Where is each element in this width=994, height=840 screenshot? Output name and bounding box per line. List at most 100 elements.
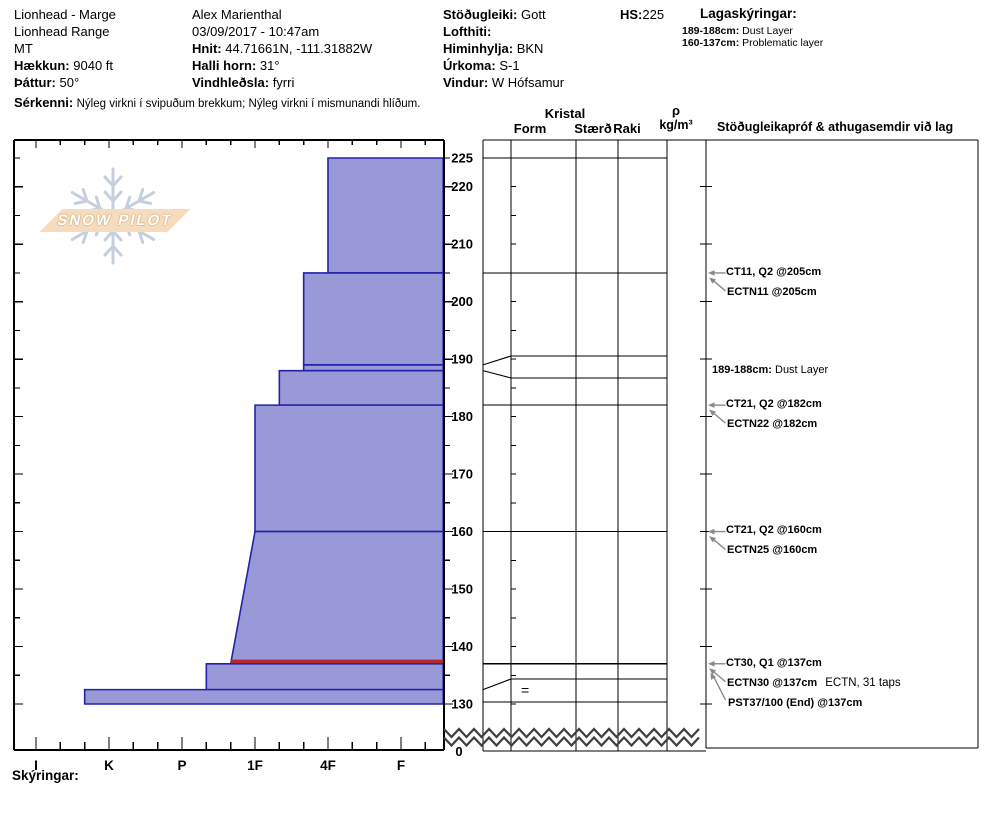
test-result-text: CT30, Q1 @137cm bbox=[726, 657, 822, 669]
wind-loading: Vindhleðsla: fyrri bbox=[192, 74, 294, 91]
crystal-header: Kristal bbox=[544, 106, 586, 121]
test-result: CT30, Q1 @137cm bbox=[726, 657, 822, 670]
test-result-text: CT21, Q2 @182cm bbox=[726, 398, 822, 410]
legend-label: Skýringar: bbox=[12, 768, 79, 783]
density-symbol-header: ρ bbox=[671, 103, 681, 118]
slope-angle-value: 31° bbox=[259, 58, 280, 73]
test-result: CT21, Q2 @160cm bbox=[726, 524, 822, 537]
snow-height: HS:225 bbox=[620, 6, 664, 23]
sky-cover: Himinhylja: BKN bbox=[443, 40, 543, 57]
site-range: Lionhead Range bbox=[14, 24, 110, 39]
layer-note-1-text: Dust Layer bbox=[742, 25, 793, 37]
stability-tests-header: Stöðugleikapróf & athugasemdir við lag bbox=[717, 120, 954, 134]
aspect-label: Þáttur: bbox=[14, 75, 56, 90]
aspect-value: 50° bbox=[59, 75, 80, 90]
svg-text:140: 140 bbox=[451, 639, 473, 654]
precipitation-value: S-1 bbox=[499, 58, 520, 73]
dust-layer-note-range: 189-188cm: bbox=[712, 364, 772, 376]
test-result-text: PST37/100 (End) @137cm bbox=[728, 697, 863, 709]
svg-text:220: 220 bbox=[451, 179, 473, 194]
svg-text:200: 200 bbox=[451, 294, 473, 309]
layer-notes-title: Lagaskýringar: bbox=[700, 6, 797, 21]
sky-cover-value: BKN bbox=[516, 41, 544, 56]
test-result-text: CT11, Q2 @205cm bbox=[726, 266, 822, 278]
wind-loading-value: fyrri bbox=[272, 75, 295, 90]
stability-label: Stöðugleiki: bbox=[443, 7, 518, 22]
wind: Vindur: W Hófsamur bbox=[443, 74, 564, 91]
dust-layer-note: 189-188cm: Dust Layer bbox=[712, 364, 828, 377]
svg-text:4F: 4F bbox=[320, 758, 336, 773]
svg-text:190: 190 bbox=[451, 352, 473, 367]
layer-note-2-range: 160-137cm: bbox=[682, 37, 740, 49]
special-characteristics-label: Sérkenni: bbox=[14, 95, 74, 110]
snow-height-label: HS: bbox=[620, 7, 643, 22]
layer-note-1-range: 189-188cm: bbox=[682, 25, 740, 37]
test-result-text: ECTN30 @137cm bbox=[727, 677, 818, 689]
air-temp: Lofthiti: bbox=[443, 23, 491, 40]
fan-lines-zigzag-arrows bbox=[230, 270, 727, 748]
precipitation-label: Úrkoma: bbox=[443, 58, 496, 73]
stability-rating: Stöðugleiki: Gott bbox=[443, 6, 546, 23]
special-characteristics: Sérkenni: Nýleg virkni í svipuðum brekku… bbox=[14, 95, 420, 110]
size-column-header: Stærð bbox=[574, 121, 612, 136]
precipitation: Úrkoma: S-1 bbox=[443, 57, 520, 74]
wind-value: W Hófsamur bbox=[491, 75, 565, 90]
test-result: ECTN30 @137cm ECTN, 31 taps bbox=[727, 677, 901, 690]
test-result-text: CT21, Q2 @160cm bbox=[726, 524, 822, 536]
svg-text:160: 160 bbox=[451, 524, 473, 539]
layer-note-1: 189-188cm: Dust Layer bbox=[682, 25, 793, 37]
elevation-label: Hækkun: bbox=[14, 58, 70, 73]
layer-note-2-text: Problematic layer bbox=[742, 37, 824, 49]
layer-note-2: 160-137cm: Problematic layer bbox=[682, 37, 823, 49]
sky-cover-label: Himinhylja: bbox=[443, 41, 514, 56]
svg-text:P: P bbox=[177, 758, 186, 773]
dust-layer-note-text: Dust Layer bbox=[775, 364, 829, 376]
svg-text:=: = bbox=[521, 682, 529, 698]
coordinates: Hnit: 44.71661N, -111.31882W bbox=[192, 40, 372, 57]
svg-text:150: 150 bbox=[451, 582, 473, 597]
coordinates-value: 44.71661N, -111.31882W bbox=[225, 41, 373, 56]
test-result-extra: ECTN, 31 taps bbox=[825, 677, 901, 689]
svg-text:225: 225 bbox=[451, 151, 473, 166]
air-temp-label: Lofthiti: bbox=[443, 24, 492, 39]
test-result-text: ECTN22 @182cm bbox=[727, 418, 818, 430]
test-result-text: ECTN11 @205cm bbox=[727, 286, 817, 298]
stability-value: Gott bbox=[521, 7, 546, 22]
test-result: PST37/100 (End) @137cm bbox=[728, 697, 862, 710]
test-result: ECTN22 @182cm bbox=[727, 418, 817, 431]
observation-datetime: 03/09/2017 - 10:47am bbox=[192, 24, 320, 39]
slope-angle-label: Halli horn: bbox=[192, 58, 257, 73]
snow-height-value: 225 bbox=[642, 7, 665, 22]
snow-layer-bars bbox=[83, 157, 445, 705]
svg-text:130: 130 bbox=[451, 697, 473, 712]
svg-text:170: 170 bbox=[451, 467, 473, 482]
svg-text:0: 0 bbox=[455, 744, 462, 759]
axis-labels: = 225 220 210 200 190 180 170 160 150 140 130 0 I K P 1F… bbox=[34, 151, 529, 774]
wind-label: Vindur: bbox=[443, 75, 489, 90]
elevation-value: 9040 ft bbox=[73, 58, 114, 73]
test-result: CT21, Q2 @182cm bbox=[726, 398, 822, 411]
test-result-text: ECTN25 @160cm bbox=[727, 544, 818, 556]
form-column-header: Form bbox=[513, 121, 547, 136]
special-characteristics-value: Nýleg virkni í svipuðum brekkum; Nýleg v… bbox=[76, 98, 421, 110]
svg-text:180: 180 bbox=[451, 409, 473, 424]
site-name: Lionhead - Marge bbox=[14, 7, 116, 22]
site-elevation: Hækkun: 9040 ft bbox=[14, 57, 113, 74]
svg-text:1F: 1F bbox=[247, 758, 263, 773]
svg-text:K: K bbox=[104, 758, 114, 773]
site-aspect: Þáttur: 50° bbox=[14, 74, 79, 91]
wetness-column-header: Raki bbox=[613, 121, 641, 136]
observer-name: Alex Marienthal bbox=[192, 7, 282, 22]
grid-lines bbox=[13, 139, 979, 752]
slope-angle: Halli horn: 31° bbox=[192, 57, 280, 74]
wind-loading-label: Vindhleðsla: bbox=[192, 75, 270, 90]
test-result: CT11, Q2 @205cm bbox=[726, 266, 821, 279]
test-result: ECTN11 @205cm bbox=[727, 286, 817, 299]
svg-text:F: F bbox=[397, 758, 405, 773]
svg-text:210: 210 bbox=[451, 237, 473, 252]
density-unit-header: kg/m³ bbox=[659, 118, 693, 132]
test-result: ECTN25 @160cm bbox=[727, 544, 817, 557]
site-state: MT bbox=[14, 41, 33, 56]
